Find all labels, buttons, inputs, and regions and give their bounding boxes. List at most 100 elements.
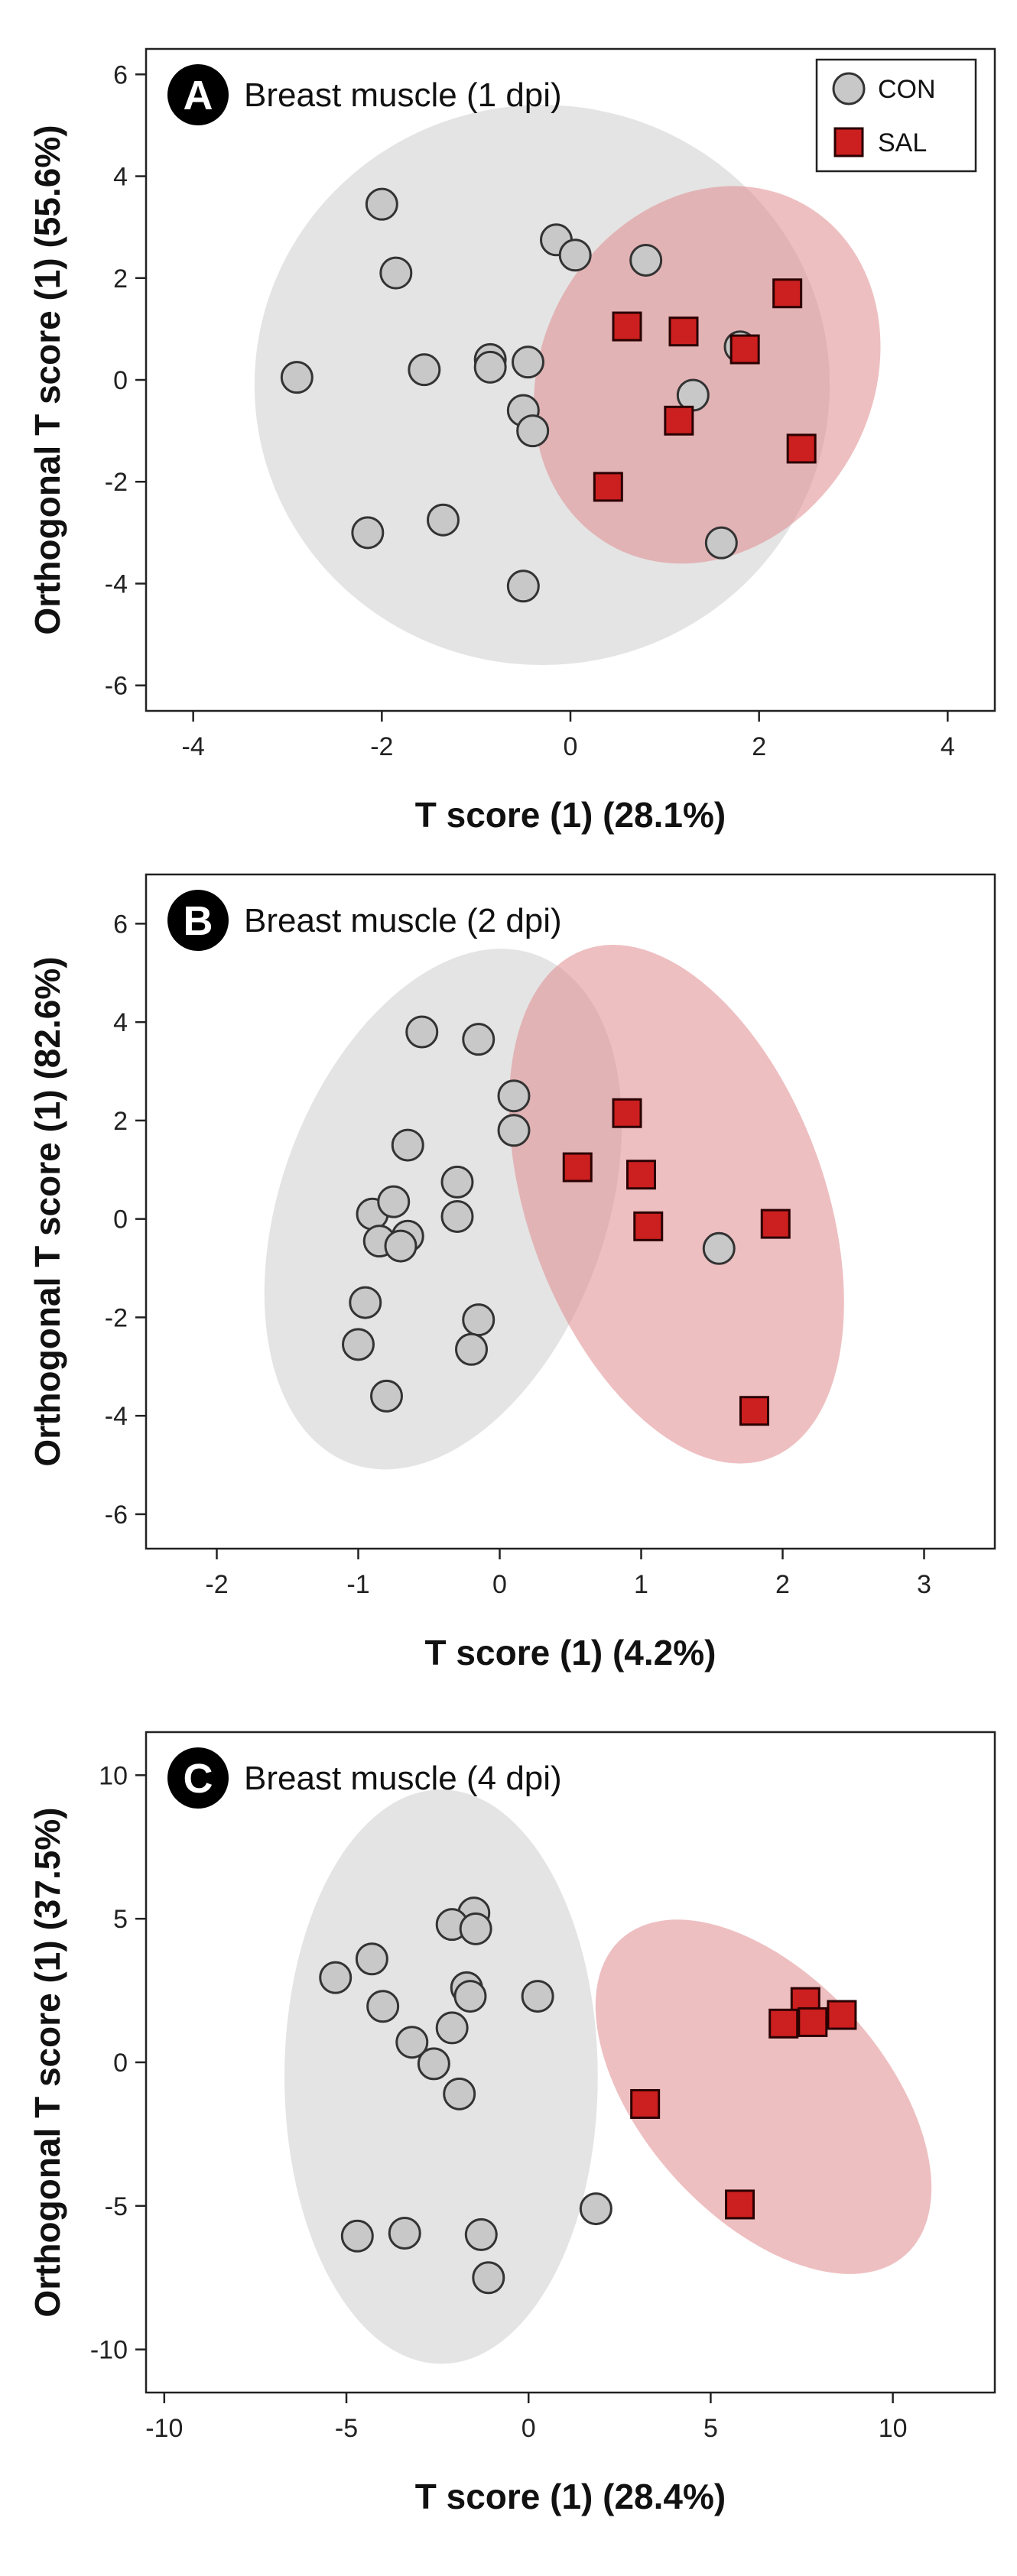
x-tick-label: -2: [205, 1570, 228, 1599]
y-tick-label: -6: [105, 672, 128, 701]
con-point: [370, 1379, 403, 1413]
con-point: [395, 2026, 429, 2059]
con-point: [579, 2192, 612, 2226]
sal-point: [798, 2007, 828, 2037]
x-tick-label: 0: [564, 732, 578, 761]
con-point: [704, 526, 738, 560]
series-con: [319, 1896, 612, 2295]
sal-point: [729, 334, 760, 365]
y-tick-label: -10: [90, 2336, 128, 2365]
series-sal: [630, 1987, 857, 2220]
x-tick-label: 3: [917, 1570, 931, 1599]
x-tick-label: -1: [346, 1570, 369, 1599]
y-tick-label: 6: [113, 910, 128, 939]
con-point: [435, 2011, 469, 2045]
panel-letter-badge: [167, 890, 229, 951]
y-tick-label: -4: [105, 569, 128, 599]
panel-letter-badge: [167, 1747, 229, 1809]
y-tick-label: -4: [105, 1402, 128, 1431]
y-tick-label: 2: [113, 1107, 128, 1136]
panel-letter-badge: [167, 64, 229, 125]
series-sal: [593, 278, 817, 502]
con-point: [366, 1990, 400, 2023]
x-tick-label: 2: [752, 732, 766, 761]
x-tick-label: 5: [703, 2414, 718, 2443]
x-axis-title: T score (1) (4.2%): [425, 1633, 716, 1672]
con-point: [365, 187, 398, 221]
y-tick-label: 4: [113, 163, 128, 192]
con-point: [472, 2261, 505, 2295]
sal-point: [739, 1396, 769, 1426]
y-tick-label: -5: [105, 2192, 128, 2221]
sal-point: [664, 405, 694, 436]
con-point: [459, 1912, 492, 1945]
con-point: [462, 1303, 496, 1337]
legend-label: CON: [878, 75, 936, 104]
con-point: [521, 1980, 554, 2013]
panel-title: Breast muscle (4 dpi): [244, 1760, 562, 1797]
y-axis-title: Orthogonal T score (1) (37.5%): [28, 1807, 67, 2317]
con-point: [355, 1942, 388, 1976]
sal-point: [772, 278, 803, 309]
y-tick-label: 2: [113, 264, 128, 294]
panel-b: -2 -1 0 1 2 3 -6 -4 -2 0 2 4 6 T score (1) (4.2%) Orth…: [28, 873, 996, 1672]
panel-letter: B: [184, 898, 213, 944]
con-point: [506, 569, 540, 603]
sal-point: [612, 311, 642, 342]
sal-confidence-ellipse: [508, 945, 844, 1464]
y-tick-label: 6: [113, 60, 128, 89]
con-point: [702, 1231, 736, 1265]
x-tick-label: 0: [521, 2414, 536, 2443]
x-tick-label: 10: [879, 2414, 908, 2443]
sal-point: [562, 1152, 593, 1183]
sal-point: [633, 1211, 664, 1241]
con-point: [558, 238, 592, 272]
con-point: [464, 2218, 498, 2251]
con-point: [349, 1286, 382, 1319]
panel-c: -10 -5 0 5 10 -10 -5 0 5 10 T score (1) (28.4%) Ort…: [28, 1731, 996, 2516]
y-axis-title: Orthogonal T score (1) (82.6%): [28, 956, 67, 1466]
con-point: [427, 503, 460, 537]
legend-label: SAL: [878, 128, 927, 157]
sal-point: [760, 1209, 791, 1239]
con-point: [340, 2219, 374, 2253]
con-point: [408, 353, 441, 387]
series-sal: [562, 1098, 791, 1426]
panel-a: -4 -2 0 2 4 -6 -4 -2 0 2 4 6 T score (1) (28.1%) Orth…: [28, 47, 996, 835]
series-con: [342, 1015, 736, 1413]
con-point: [351, 516, 385, 550]
y-tick-label: 4: [113, 1008, 128, 1037]
x-tick-label: -5: [335, 2414, 358, 2443]
y-tick-label: -2: [105, 468, 128, 497]
con-point: [405, 1015, 439, 1049]
con-point: [512, 346, 544, 379]
plot-frame: [145, 873, 996, 1550]
legend: CON SAL: [815, 58, 977, 173]
y-tick-label: -2: [105, 1303, 128, 1332]
x-tick-label: -10: [145, 2414, 183, 2443]
x-tick-label: -2: [370, 732, 393, 761]
panel-letter: A: [184, 73, 213, 118]
legend-con-marker: [832, 72, 866, 105]
y-tick-label: 0: [113, 1205, 128, 1234]
sal-point: [668, 316, 699, 347]
x-tick-label: 4: [941, 732, 955, 761]
sal-point: [768, 2008, 799, 2039]
y-tick-label: -6: [105, 1501, 128, 1530]
sal-point: [593, 472, 623, 502]
con-point: [342, 1328, 375, 1361]
y-tick-label: 0: [113, 366, 128, 395]
x-axis-title: T score (1) (28.4%): [415, 2477, 726, 2516]
x-tick-label: 0: [492, 1570, 507, 1599]
panel-letter: C: [184, 1756, 213, 1802]
x-axis-title: T score (1) (28.1%): [415, 795, 726, 835]
panel-title: Breast muscle (2 dpi): [244, 902, 562, 939]
y-tick-label: 0: [113, 2049, 128, 2078]
y-axis-title: Orthogonal T score (1) (55.6%): [28, 125, 67, 634]
sal-point: [630, 2088, 661, 2119]
sal-confidence-ellipse: [595, 1919, 932, 2274]
x-tick-label: 2: [775, 1570, 790, 1599]
sal-point: [786, 433, 817, 464]
con-point: [391, 1128, 424, 1162]
